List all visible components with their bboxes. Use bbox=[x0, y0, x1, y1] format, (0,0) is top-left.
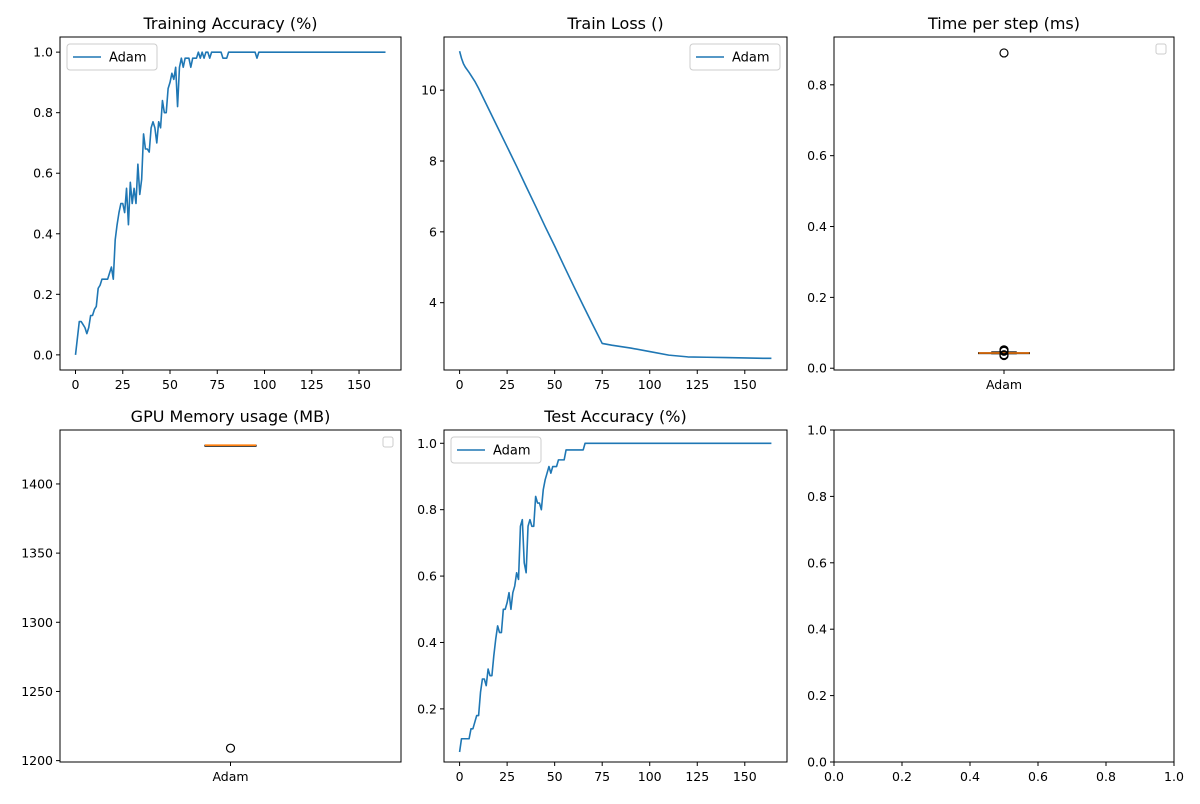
x-tick-label: 150 bbox=[733, 377, 757, 392]
box-flier bbox=[225, 743, 236, 753]
y-tick-label: 0.4 bbox=[807, 622, 827, 637]
x-tick-label: 125 bbox=[300, 377, 324, 392]
y-tick-label: 1300 bbox=[21, 615, 53, 630]
legend-empty bbox=[1155, 43, 1167, 55]
panel-title: Training Accuracy (%) bbox=[142, 14, 317, 33]
axes-frame bbox=[833, 429, 1175, 763]
x-tick-label: 100 bbox=[253, 377, 277, 392]
x-tick-label: 75 bbox=[594, 377, 610, 392]
x-tick-label: 150 bbox=[733, 769, 757, 784]
panel-test-acc: Test Accuracy (%) 0.2 0.4 0.6 0.8 1.0 0 25 50 75 1… bbox=[417, 407, 788, 784]
panel-title: Train Loss () bbox=[566, 14, 663, 33]
legend-label: Adam bbox=[109, 51, 147, 66]
y-tick-label: 1.0 bbox=[417, 436, 437, 451]
axes-frame bbox=[833, 36, 1175, 371]
y-tick-label: 0.0 bbox=[807, 755, 827, 770]
y-tick-label: 4 bbox=[429, 295, 437, 310]
x-tick-label: 125 bbox=[685, 769, 709, 784]
x-tick-label: 50 bbox=[547, 769, 563, 784]
panel-title: GPU Memory usage (MB) bbox=[131, 407, 331, 426]
x-tick-label: 1.0 bbox=[1164, 769, 1184, 784]
axes-frame bbox=[59, 36, 402, 371]
x-tick-label: 0.8 bbox=[1096, 769, 1116, 784]
x-tick-label: 125 bbox=[685, 377, 709, 392]
panel-gpu-memory: GPU Memory usage (MB) 1200 1250 1300 1350 140… bbox=[21, 407, 402, 784]
y-tick-label: 0.8 bbox=[807, 77, 827, 92]
x-tick-label: 0 bbox=[456, 377, 464, 392]
y-tick-label: 1250 bbox=[21, 684, 53, 699]
panel-title: Time per step (ms) bbox=[927, 14, 1080, 33]
series-line-adam bbox=[74, 51, 386, 355]
legend-empty bbox=[382, 436, 394, 448]
y-tick-label: 1.0 bbox=[807, 423, 827, 438]
x-tick-label: 75 bbox=[209, 377, 225, 392]
y-tick-label: 1350 bbox=[21, 546, 53, 561]
x-tick-label: 0.6 bbox=[1028, 769, 1048, 784]
y-tick-label: 0.6 bbox=[807, 148, 827, 163]
x-tick-label: 0 bbox=[456, 769, 464, 784]
y-tick-label: 6 bbox=[429, 224, 437, 239]
x-tick-label: 25 bbox=[499, 769, 515, 784]
y-tick-label: 8 bbox=[429, 153, 437, 168]
y-tick-label: 0.8 bbox=[807, 489, 827, 504]
legend-box bbox=[689, 43, 781, 71]
panel-train-acc: Training Accuracy (%) 0.0 0.2 0.4 0.6 0.8 1.0 0… bbox=[33, 14, 402, 392]
x-tick-label: 50 bbox=[547, 377, 563, 392]
y-tick-label: 0.0 bbox=[807, 361, 827, 376]
x-tick-label: 50 bbox=[162, 377, 178, 392]
panel-title: Test Accuracy (%) bbox=[543, 407, 686, 426]
legend-label: Adam bbox=[732, 51, 770, 66]
y-tick-label: 0.6 bbox=[417, 569, 437, 584]
y-tick-label: 0.4 bbox=[807, 219, 827, 234]
x-tick-label: 150 bbox=[347, 377, 371, 392]
y-tick-label: 1.0 bbox=[33, 45, 53, 60]
y-tick-label: 0.6 bbox=[33, 166, 53, 181]
y-tick-label: 1200 bbox=[21, 753, 53, 768]
panel-empty: 0.0 0.2 0.4 0.6 0.8 1.0 0.0 0.2 0.4 0.6 0.8 1.0 bbox=[807, 423, 1184, 785]
y-tick-label: 0.0 bbox=[33, 347, 53, 362]
y-tick-label: 10 bbox=[421, 83, 437, 98]
y-tick-label: 0.4 bbox=[33, 226, 53, 241]
series-line-adam bbox=[458, 442, 772, 753]
box-flier bbox=[999, 48, 1009, 58]
x-tick-label: 0.4 bbox=[960, 769, 980, 784]
axes-frame bbox=[443, 36, 788, 371]
box-flier bbox=[999, 350, 1009, 360]
y-tick-label: 0.2 bbox=[807, 290, 827, 305]
x-tick-label: Adam bbox=[212, 769, 248, 784]
y-tick-label: 0.2 bbox=[417, 701, 437, 716]
legend: Adam bbox=[66, 43, 158, 71]
x-tick-label: 25 bbox=[499, 377, 515, 392]
legend: Adam bbox=[450, 436, 542, 464]
y-tick-label: 0.8 bbox=[33, 105, 53, 120]
y-tick-label: 1400 bbox=[21, 476, 53, 491]
y-tick-label: 0.8 bbox=[417, 502, 437, 517]
legend-box bbox=[66, 43, 158, 71]
box-flier bbox=[999, 345, 1009, 355]
x-tick-label: 25 bbox=[115, 377, 131, 392]
legend: Adam bbox=[689, 43, 781, 71]
x-tick-label: Adam bbox=[986, 377, 1022, 392]
x-tick-label: 100 bbox=[638, 769, 662, 784]
x-tick-label: 0 bbox=[72, 377, 80, 392]
legend-box bbox=[450, 436, 542, 464]
y-tick-label: 0.2 bbox=[807, 688, 827, 703]
x-tick-label: 75 bbox=[594, 769, 610, 784]
x-tick-label: 0.2 bbox=[892, 769, 912, 784]
axes-frame bbox=[59, 429, 402, 763]
legend-label: Adam bbox=[493, 444, 531, 459]
x-tick-label: 100 bbox=[638, 377, 662, 392]
y-tick-label: 0.6 bbox=[807, 555, 827, 570]
x-tick-label: 0.0 bbox=[824, 769, 844, 784]
y-tick-label: 0.4 bbox=[417, 635, 437, 650]
axes-frame bbox=[443, 429, 788, 763]
panel-time-per-step: Time per step (ms) 0.0 0.2 0.4 0.6 0.8 Adam bbox=[807, 14, 1175, 392]
series-line-adam bbox=[458, 50, 772, 360]
y-tick-label: 0.2 bbox=[33, 287, 53, 302]
